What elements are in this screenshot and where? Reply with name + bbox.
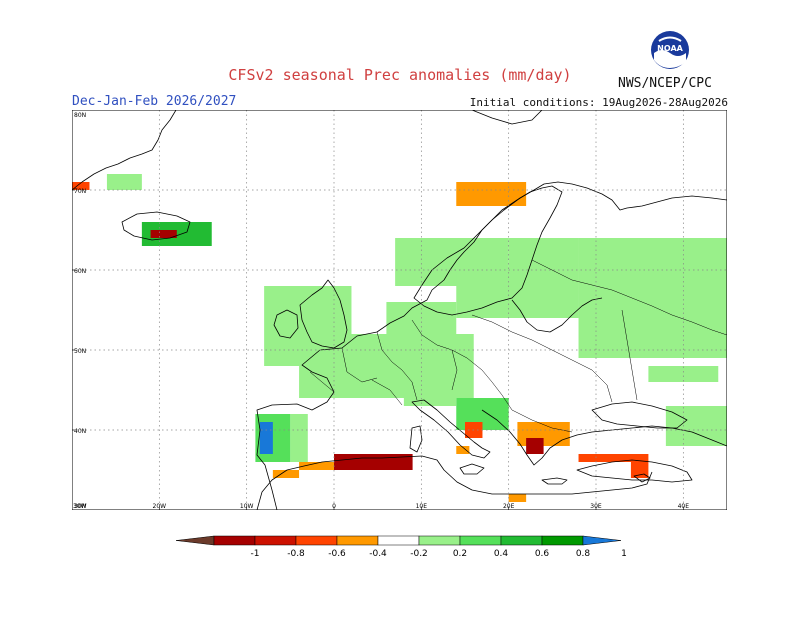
colorbar-segment — [377, 535, 420, 546]
anomaly-patch — [334, 454, 413, 470]
lon-label: 30W — [73, 503, 87, 510]
lon-label: 10W — [240, 503, 254, 510]
anomaly-patch — [299, 462, 334, 470]
colorbar-segment — [500, 535, 543, 546]
coastline-anatolia — [576, 459, 693, 483]
country-borders — [309, 259, 727, 433]
lon-label: 20E — [503, 503, 515, 510]
colorbar-segment — [254, 535, 297, 546]
coastline-africa — [256, 455, 653, 510]
lon-label: 30E — [590, 503, 602, 510]
anomaly-patch — [150, 230, 177, 238]
coastlines — [72, 110, 727, 510]
chart-title: CFSv2 seasonal Prec anomalies (mm/day) — [228, 66, 572, 84]
anomaly-patch — [403, 382, 457, 406]
lat-label: 70N — [74, 188, 86, 195]
colorbar-arrow-left — [175, 535, 215, 546]
coastline-scandinavia — [413, 185, 563, 316]
coastline-ireland — [273, 309, 299, 339]
anomaly-patch — [578, 238, 727, 358]
colorbar-label: 0.6 — [535, 549, 550, 559]
anomaly-patch — [578, 454, 640, 462]
anomaly-patch — [456, 182, 527, 206]
lat-label: 60N — [74, 268, 86, 275]
anomaly-patch — [272, 470, 300, 478]
colorbar-label: 1 — [621, 549, 627, 559]
coastline-svalbard — [471, 110, 543, 125]
colorbar-label: -1 — [251, 549, 260, 559]
colorbar-arrow-right — [582, 535, 622, 546]
anomaly-patch — [630, 454, 649, 478]
initial-conditions-label: Initial conditions: 19Aug2026-28Aug2026 — [469, 96, 728, 109]
colorbar-label: -0.6 — [328, 549, 346, 559]
coastline-sardinia — [409, 425, 423, 453]
lat-label: 50N — [74, 348, 86, 355]
lat-label: 30N — [74, 503, 86, 510]
colorbar-segment — [295, 535, 338, 546]
coastline-greenland — [72, 110, 177, 191]
colorbar-segment — [459, 535, 502, 546]
anomaly-patches — [72, 174, 727, 502]
coastline-iceland — [121, 211, 191, 241]
lon-label: 20W — [153, 503, 167, 510]
colorbar-label: -0.4 — [369, 549, 387, 559]
colorbar-label: -0.8 — [287, 549, 305, 559]
anomaly-patch — [106, 174, 142, 190]
lon-label: 40E — [678, 503, 690, 510]
coastline-italy — [411, 399, 491, 459]
season-label: Dec-Jan-Feb 2026/2027 — [72, 94, 237, 109]
colorbar-label: 0.8 — [576, 549, 591, 559]
anomaly-patch — [526, 438, 544, 454]
lat-label: 40N — [74, 428, 86, 435]
anomaly-patch — [72, 182, 90, 190]
coastline-sicily — [459, 463, 485, 475]
coastline-black-sea — [591, 401, 688, 429]
coastline-crete — [541, 477, 568, 485]
noaa-logo-icon: NOAA — [651, 31, 689, 69]
anomaly-patch — [508, 494, 527, 502]
colorbar-label: -0.2 — [410, 549, 428, 559]
anomaly-patch — [259, 422, 273, 454]
colorbar-segment — [418, 535, 461, 546]
noaa-logo-text: NOAA — [657, 44, 683, 53]
anomaly-patch — [456, 446, 470, 454]
colorbar-label: 0.2 — [453, 549, 467, 559]
anomaly-patch — [290, 414, 308, 462]
colorbar-legend: -1 -0.8 -0.6 -0.4 -0.2 0.2 0.4 0.6 0.8 1 — [175, 535, 627, 559]
lon-label: 10E — [416, 503, 428, 510]
lon-label: 0 — [332, 503, 336, 510]
coastline-britain — [299, 279, 348, 349]
coastline-baltic — [511, 297, 603, 333]
colorbar-label: 0.4 — [494, 549, 509, 559]
coastline-balkans — [481, 409, 727, 466]
colorbar-segment — [213, 535, 256, 546]
coastline-europe — [256, 181, 727, 510]
agency-label: NWS/NCEP/CPC — [618, 76, 712, 91]
lat-lon-grid — [72, 110, 727, 510]
anomaly-patch — [665, 406, 727, 446]
coastline-cyprus — [633, 473, 651, 483]
colorbar-segment — [541, 535, 584, 546]
colorbar-segment — [336, 535, 379, 546]
anomaly-patch — [648, 366, 719, 382]
lat-label: 80N — [74, 112, 86, 119]
